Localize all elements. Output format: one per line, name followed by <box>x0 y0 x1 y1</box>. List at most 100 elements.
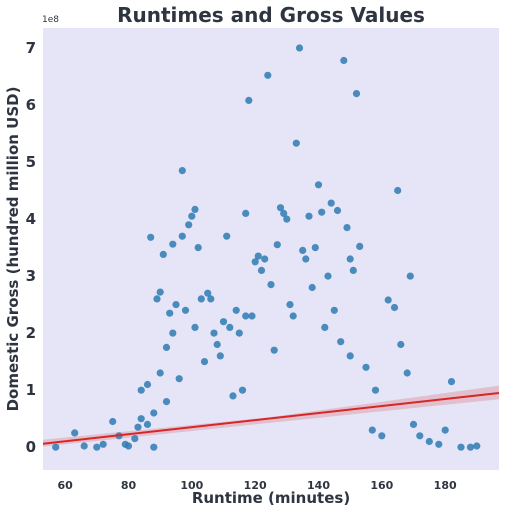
data-point <box>143 380 152 389</box>
data-point <box>295 44 304 52</box>
x-tick-label: 120 <box>244 479 267 492</box>
data-point <box>242 209 250 217</box>
data-point <box>156 369 164 377</box>
data-point <box>219 318 228 326</box>
data-point <box>162 398 171 406</box>
data-point <box>175 375 183 383</box>
data-point <box>178 167 186 175</box>
data-point <box>403 369 411 377</box>
data-point <box>324 272 332 280</box>
data-point <box>197 295 205 303</box>
data-point <box>473 442 481 450</box>
data-point <box>378 432 386 440</box>
data-point <box>346 352 354 360</box>
data-point <box>447 378 456 386</box>
data-point <box>188 212 196 220</box>
data-point <box>254 252 262 260</box>
data-point <box>283 215 291 223</box>
data-point <box>93 443 101 451</box>
data-point <box>162 343 171 351</box>
data-point <box>330 306 338 314</box>
data-point <box>194 244 202 252</box>
data-point <box>109 417 117 426</box>
y-tick-label: 0 <box>26 438 36 456</box>
data-point <box>390 303 399 312</box>
data-point <box>349 266 357 274</box>
data-point <box>134 423 142 431</box>
data-point <box>286 301 294 309</box>
x-axis-label: Runtime (minutes) <box>192 489 350 507</box>
data-point <box>302 255 310 263</box>
data-point <box>235 329 243 337</box>
y-tick-label: 1 <box>26 381 36 399</box>
data-point <box>267 281 275 289</box>
data-point <box>185 221 193 229</box>
data-point <box>371 386 380 394</box>
data-point <box>394 186 402 195</box>
data-point <box>191 205 199 213</box>
data-point <box>200 358 209 366</box>
data-point <box>441 426 449 434</box>
data-point <box>223 232 231 240</box>
y-offset-label: 1e8 <box>42 15 59 25</box>
data-point <box>299 246 307 254</box>
x-tick-label: 100 <box>180 479 203 492</box>
data-point <box>251 258 259 266</box>
y-tick-label: 4 <box>26 210 36 228</box>
data-point <box>343 224 351 232</box>
data-point <box>178 232 186 240</box>
data-point <box>327 199 335 207</box>
data-point <box>435 440 443 448</box>
data-point <box>238 386 247 394</box>
data-point <box>159 250 167 258</box>
data-point <box>346 255 354 263</box>
data-point <box>226 323 234 331</box>
data-point <box>150 443 158 451</box>
data-point <box>166 309 174 317</box>
data-point <box>292 139 300 147</box>
data-point <box>248 312 256 320</box>
y-tick-label: 6 <box>26 96 36 114</box>
data-point <box>333 206 342 215</box>
data-point <box>368 426 376 434</box>
data-point <box>169 240 177 248</box>
plot-background <box>43 28 499 470</box>
data-point <box>153 295 161 303</box>
data-point <box>270 346 278 354</box>
data-point <box>229 392 237 400</box>
data-point <box>280 209 288 217</box>
data-point <box>191 323 199 331</box>
data-point <box>172 301 180 309</box>
data-point <box>409 420 418 428</box>
y-axis-ticks: 0 1 2 3 4 5 6 7 <box>26 39 36 456</box>
data-point <box>156 288 164 296</box>
data-point <box>425 437 433 446</box>
data-point <box>242 312 250 320</box>
data-point <box>273 241 281 249</box>
data-point <box>150 409 158 417</box>
data-point <box>416 432 424 440</box>
x-tick-label: 80 <box>121 479 137 492</box>
data-point <box>204 289 212 297</box>
y-tick-label: 5 <box>26 153 36 171</box>
data-point <box>457 443 465 451</box>
regression-line <box>42 392 500 445</box>
data-point <box>80 442 88 450</box>
data-point <box>305 212 313 220</box>
data-point <box>207 295 215 303</box>
x-tick-label: 180 <box>434 479 457 492</box>
data-point <box>99 440 107 448</box>
y-axis-label: Domestic Gross (hundred million USD) <box>4 87 22 412</box>
y-tick-label: 3 <box>26 267 36 285</box>
data-point <box>362 363 370 371</box>
data-point <box>147 233 155 241</box>
data-point <box>397 340 405 349</box>
data-point <box>245 96 253 104</box>
data-point <box>406 272 414 280</box>
data-point <box>466 443 475 451</box>
data-point <box>321 323 329 331</box>
data-point <box>337 338 345 346</box>
data-point <box>276 204 285 212</box>
x-tick-label: 140 <box>307 479 330 492</box>
data-point <box>216 352 224 360</box>
